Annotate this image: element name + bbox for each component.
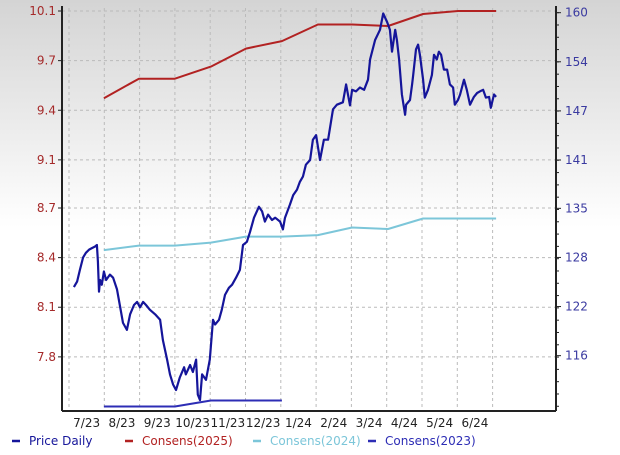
legend-label: Consens(2023)	[385, 434, 476, 448]
left-tick-label: 9.1	[37, 153, 56, 167]
left-tick-label: 9.4	[37, 103, 56, 117]
x-tick-label: 2/24	[320, 416, 347, 430]
right-tick-label: 122	[565, 300, 588, 314]
right-tick-label: 135	[565, 201, 588, 215]
series-line-consens-2025-	[103, 10, 497, 100]
x-tick-label: 11/23	[211, 416, 246, 430]
x-tick-label: 6/24	[461, 416, 488, 430]
right-tick-label: 154	[565, 55, 588, 69]
left-tick-label: 10.1	[29, 4, 56, 18]
x-tick-label: 7/23	[73, 416, 100, 430]
x-tick-label: 8/23	[108, 416, 135, 430]
legend-label: Consens(2025)	[142, 434, 233, 448]
x-tick-label: 10/23	[175, 416, 210, 430]
series-line-price-daily	[72, 12, 497, 402]
x-tick-label: 5/24	[426, 416, 453, 430]
right-tick-label: 160	[565, 6, 588, 20]
right-tick-label: 141	[565, 153, 588, 167]
legend: Price Daily Consens(2025) Consens(2024) Con…	[12, 434, 476, 448]
series-line-consens-2024-	[103, 217, 497, 252]
left-tick-label: 8.1	[37, 300, 56, 314]
x-tick-label: 9/23	[144, 416, 171, 430]
axes: 10.1 9.7 9.4 9.1 8.7 8.4 8.1 7.8 160 154 147 141 135…	[29, 4, 588, 430]
right-tick-label: 116	[565, 349, 588, 363]
legend-label: Consens(2024)	[270, 434, 361, 448]
right-tick-label: 128	[565, 250, 588, 264]
x-tick-label: 12/23	[246, 416, 281, 430]
x-tick-label: 4/24	[391, 416, 418, 430]
series-layer	[72, 10, 497, 408]
left-tick-label: 8.4	[37, 251, 56, 265]
right-tick-label: 147	[565, 104, 588, 118]
x-tick-label: 1/24	[285, 416, 312, 430]
series-line-consens-2023-	[103, 399, 282, 408]
left-tick-label: 9.7	[37, 54, 56, 68]
left-tick-label: 7.8	[37, 350, 56, 364]
legend-label: Price Daily	[29, 434, 92, 448]
x-tick-label: 3/24	[356, 416, 383, 430]
left-tick-label: 8.7	[37, 201, 56, 215]
